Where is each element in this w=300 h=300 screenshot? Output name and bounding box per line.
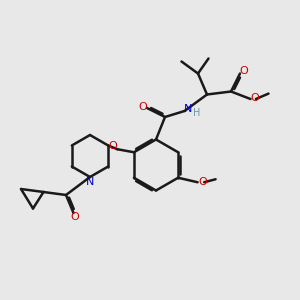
- Text: O: O: [239, 65, 248, 76]
- Text: O: O: [199, 177, 207, 187]
- Text: O: O: [138, 101, 147, 112]
- Text: H: H: [193, 107, 200, 118]
- Text: O: O: [109, 141, 117, 151]
- Text: N: N: [184, 104, 192, 115]
- Text: N: N: [86, 177, 94, 188]
- Text: O: O: [250, 92, 260, 103]
- Text: O: O: [70, 212, 80, 223]
